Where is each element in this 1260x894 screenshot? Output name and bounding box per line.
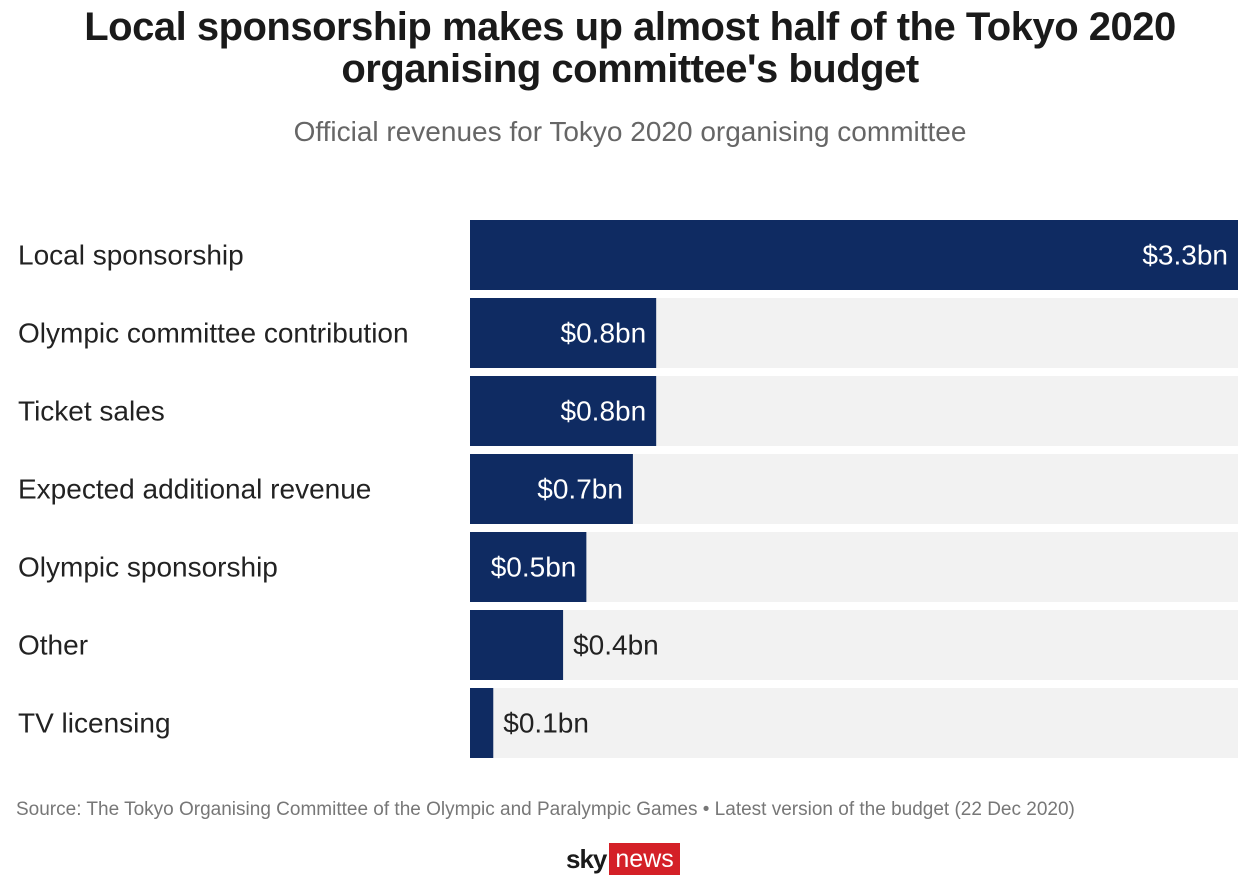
category-label: Olympic committee contribution (18, 318, 409, 349)
category-label: Local sponsorship (18, 240, 244, 271)
value-label: $0.1bn (503, 708, 589, 739)
bar (470, 220, 1238, 290)
bar (470, 610, 564, 680)
category-label: Expected additional revenue (18, 474, 371, 505)
logo-news-text: news (609, 843, 680, 875)
bar (470, 688, 494, 758)
value-label: $0.8bn (561, 396, 647, 427)
value-label: $0.5bn (491, 552, 577, 583)
value-label: $0.4bn (573, 630, 659, 661)
bar (470, 298, 657, 368)
source-note: Source: The Tokyo Organising Committee o… (16, 799, 1075, 820)
bar-track (470, 532, 1238, 602)
category-label: Olympic sponsorship (18, 552, 278, 583)
category-label: Ticket sales (18, 396, 165, 427)
bar (470, 376, 657, 446)
bar-track (470, 610, 1238, 680)
chart-subtitle: Official revenues for Tokyo 2020 organis… (293, 116, 967, 147)
chart-title: Local sponsorship makes up almost half o… (84, 5, 1176, 91)
sky-news-logo: sky news (566, 842, 680, 876)
bar (470, 454, 633, 524)
value-label: $0.8bn (561, 318, 647, 349)
logo-sky-text: sky (566, 844, 607, 874)
bar-track (470, 688, 1238, 758)
bar-chart: Local sponsorship $3.3bn Olympic committee… (18, 220, 1238, 758)
value-label: $3.3bn (1142, 240, 1228, 271)
value-label: $0.7bn (537, 474, 623, 505)
category-label: TV licensing (18, 708, 171, 739)
bar (470, 532, 587, 602)
category-label: Other (18, 630, 88, 661)
